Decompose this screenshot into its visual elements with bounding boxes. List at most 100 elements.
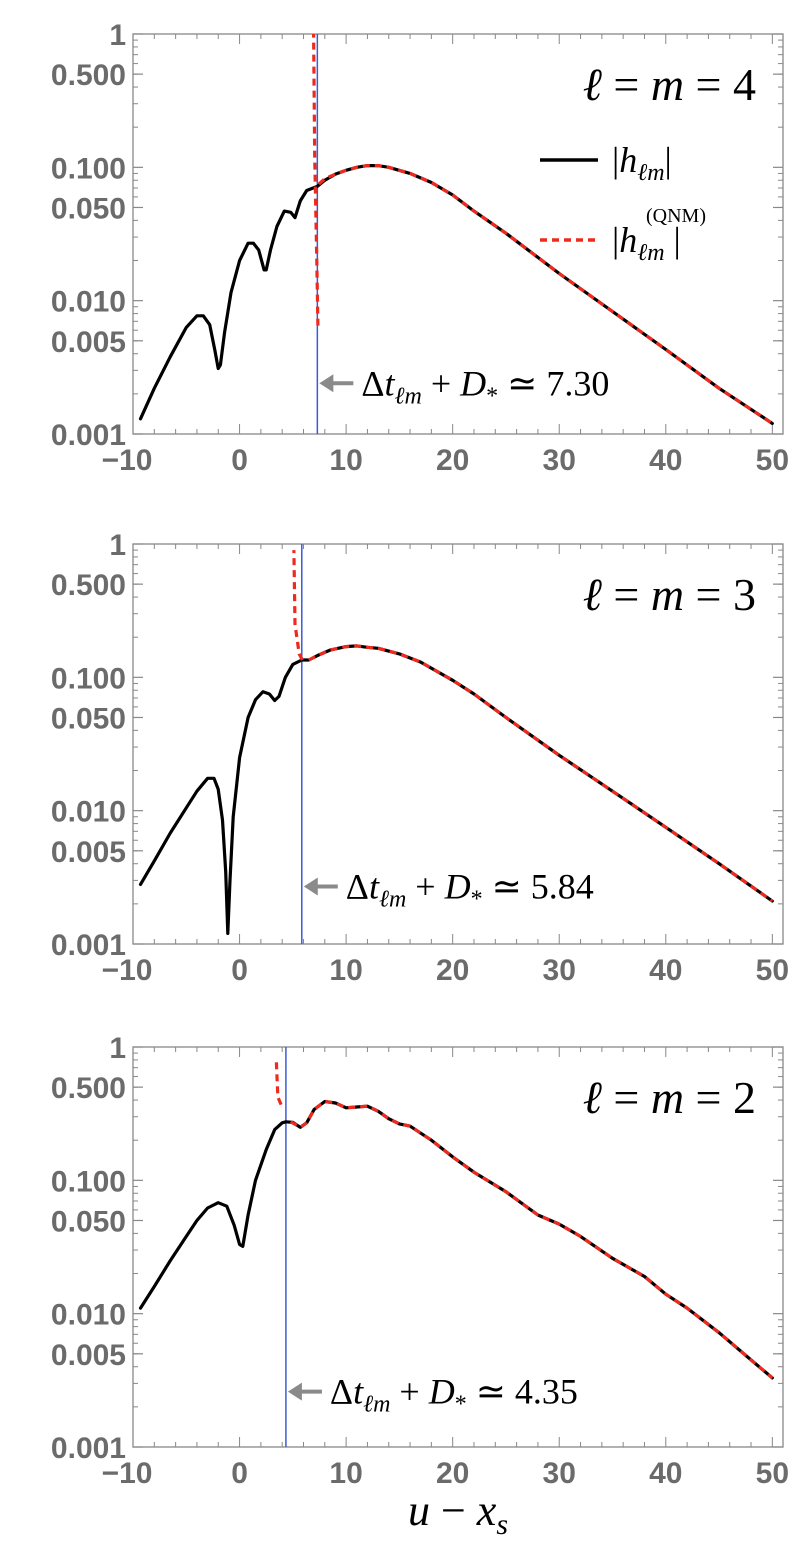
title-eq: = bbox=[602, 569, 651, 620]
legend-sup-text: (QNM) bbox=[646, 205, 706, 227]
legend-bar: | bbox=[612, 140, 619, 180]
y-tick-label: 0.005 bbox=[51, 1339, 126, 1372]
y-tick-label: 1 bbox=[109, 529, 126, 562]
legend-h: h bbox=[619, 140, 637, 180]
x-tick-label: 20 bbox=[436, 1457, 469, 1490]
series-line-qnm bbox=[308, 644, 774, 903]
annot-t: t bbox=[385, 363, 396, 403]
annot-star: * bbox=[486, 383, 498, 409]
x-tick-label: 10 bbox=[329, 1457, 362, 1490]
annot-sub: ℓm bbox=[395, 383, 422, 409]
title-eq: = bbox=[684, 569, 733, 620]
xlabel-x: x bbox=[476, 1486, 497, 1535]
plot-frame bbox=[132, 33, 784, 435]
y-tick-label: 0.010 bbox=[51, 1299, 126, 1332]
x-tick-label: 40 bbox=[649, 1457, 682, 1490]
xlabel-sub: s bbox=[496, 1508, 508, 1541]
legend-sub: ℓm bbox=[637, 160, 664, 186]
panel-title: ℓ = m = 3 bbox=[583, 569, 756, 620]
annot-approx: ≃ bbox=[483, 866, 531, 906]
annot-t: t bbox=[353, 1372, 364, 1412]
y-tick-label: 0.010 bbox=[51, 286, 126, 319]
y-tick-label: 0.100 bbox=[51, 152, 126, 185]
plot-frame bbox=[132, 543, 784, 945]
annot-approx: ≃ bbox=[467, 1372, 515, 1412]
annot-delta: Δ bbox=[361, 363, 384, 403]
series-line-qnm-spike bbox=[274, 1059, 283, 1106]
x-tick-label: 40 bbox=[649, 444, 682, 477]
series-line-h bbox=[138, 644, 774, 935]
annot-D: D bbox=[444, 866, 471, 906]
legend-bar: | bbox=[665, 220, 681, 260]
y-tick-label: 0.050 bbox=[51, 1205, 126, 1238]
y-tick-label: 0.001 bbox=[51, 1432, 126, 1465]
title-m: m bbox=[651, 1072, 684, 1123]
annot-plus: + bbox=[422, 363, 460, 403]
annot-plus: + bbox=[390, 1372, 428, 1412]
annot-sub: ℓm bbox=[363, 1392, 390, 1418]
annot-star: * bbox=[471, 886, 483, 912]
x-tick-label: −10 bbox=[102, 1457, 153, 1490]
annotation-text: Δtℓm + D* ≃ 5.84 bbox=[346, 866, 594, 912]
title-ell: ℓ bbox=[583, 569, 603, 620]
x-axis-label: u − xs bbox=[408, 1486, 508, 1541]
title-ell: ℓ bbox=[583, 59, 603, 110]
annot-delta: Δ bbox=[346, 866, 369, 906]
title-ell: ℓ bbox=[583, 1072, 603, 1123]
legend-bar: | bbox=[612, 220, 619, 260]
series-line-qnm-spike bbox=[312, 33, 320, 326]
x-tick-label: 50 bbox=[756, 1457, 789, 1490]
panel-title: ℓ = m = 2 bbox=[583, 1072, 756, 1123]
y-tick-label: 0.100 bbox=[51, 662, 126, 695]
y-tick-label: 0.001 bbox=[51, 929, 126, 962]
legend-sub: ℓm bbox=[637, 240, 664, 266]
y-tick-label: 0.500 bbox=[51, 59, 126, 92]
chart-panel-2: 1 0.500 0.100 0.050 0.010 0.005 0.001−10 0 10 20 3… bbox=[51, 529, 789, 987]
x-tick-label: 30 bbox=[543, 1457, 576, 1490]
annotation-text: Δtℓm + D* ≃ 4.35 bbox=[330, 1372, 578, 1418]
y-tick-label: 0.005 bbox=[51, 836, 126, 869]
x-tick-label: 10 bbox=[329, 444, 362, 477]
legend-h: h bbox=[619, 220, 637, 260]
y-tick-label: 0.500 bbox=[51, 1072, 126, 1105]
legend: |hℓm||hℓm |(QNM) bbox=[540, 140, 706, 266]
y-tick-label: 0.050 bbox=[51, 192, 126, 225]
x-tick-label: 50 bbox=[756, 444, 789, 477]
title-eq: = bbox=[684, 1072, 733, 1123]
legend-label-qnm: |hℓm | bbox=[612, 220, 681, 266]
annot-value: 7.30 bbox=[546, 363, 609, 403]
chart-panel-3: 1 0.500 0.100 0.050 0.010 0.005 0.001−10 0 10 20 3… bbox=[51, 1032, 789, 1541]
y-tick-label: 1 bbox=[109, 19, 126, 52]
series-line-qnm-spike bbox=[292, 550, 304, 661]
x-tick-label: 50 bbox=[756, 954, 789, 987]
annotation-text: Δtℓm + D* ≃ 7.30 bbox=[361, 363, 609, 409]
chart-panel-1: 1 0.500 0.100 0.050 0.010 0.005 0.001−10 0 10 20 3… bbox=[51, 19, 789, 477]
title-m: m bbox=[651, 59, 684, 110]
annot-t: t bbox=[369, 866, 380, 906]
annot-value: 5.84 bbox=[531, 866, 594, 906]
legend-label-h: |hℓm| bbox=[612, 140, 672, 186]
title-number: 3 bbox=[733, 569, 756, 620]
xlabel-minus: − bbox=[430, 1486, 477, 1535]
annot-delta: Δ bbox=[330, 1372, 353, 1412]
title-number: 2 bbox=[733, 1072, 756, 1123]
series-line-h bbox=[138, 164, 774, 425]
series-line-qnm bbox=[317, 164, 774, 425]
y-tick-label: 0.100 bbox=[51, 1165, 126, 1198]
series-line-h bbox=[138, 1099, 774, 1380]
x-tick-label: 40 bbox=[649, 954, 682, 987]
title-number: 4 bbox=[733, 59, 756, 110]
x-tick-label: −10 bbox=[102, 954, 153, 987]
annot-approx: ≃ bbox=[498, 363, 546, 403]
plot-frame bbox=[132, 1046, 784, 1448]
annotation-arrow-head bbox=[303, 877, 318, 896]
y-tick-label: 0.010 bbox=[51, 796, 126, 829]
annot-D: D bbox=[428, 1372, 455, 1412]
annot-D: D bbox=[459, 363, 486, 403]
annot-star: * bbox=[455, 1392, 467, 1418]
legend-sup: (QNM) bbox=[646, 205, 706, 227]
x-tick-label: 30 bbox=[543, 444, 576, 477]
xlabel-u: u bbox=[408, 1486, 430, 1535]
y-tick-label: 0.050 bbox=[51, 702, 126, 735]
